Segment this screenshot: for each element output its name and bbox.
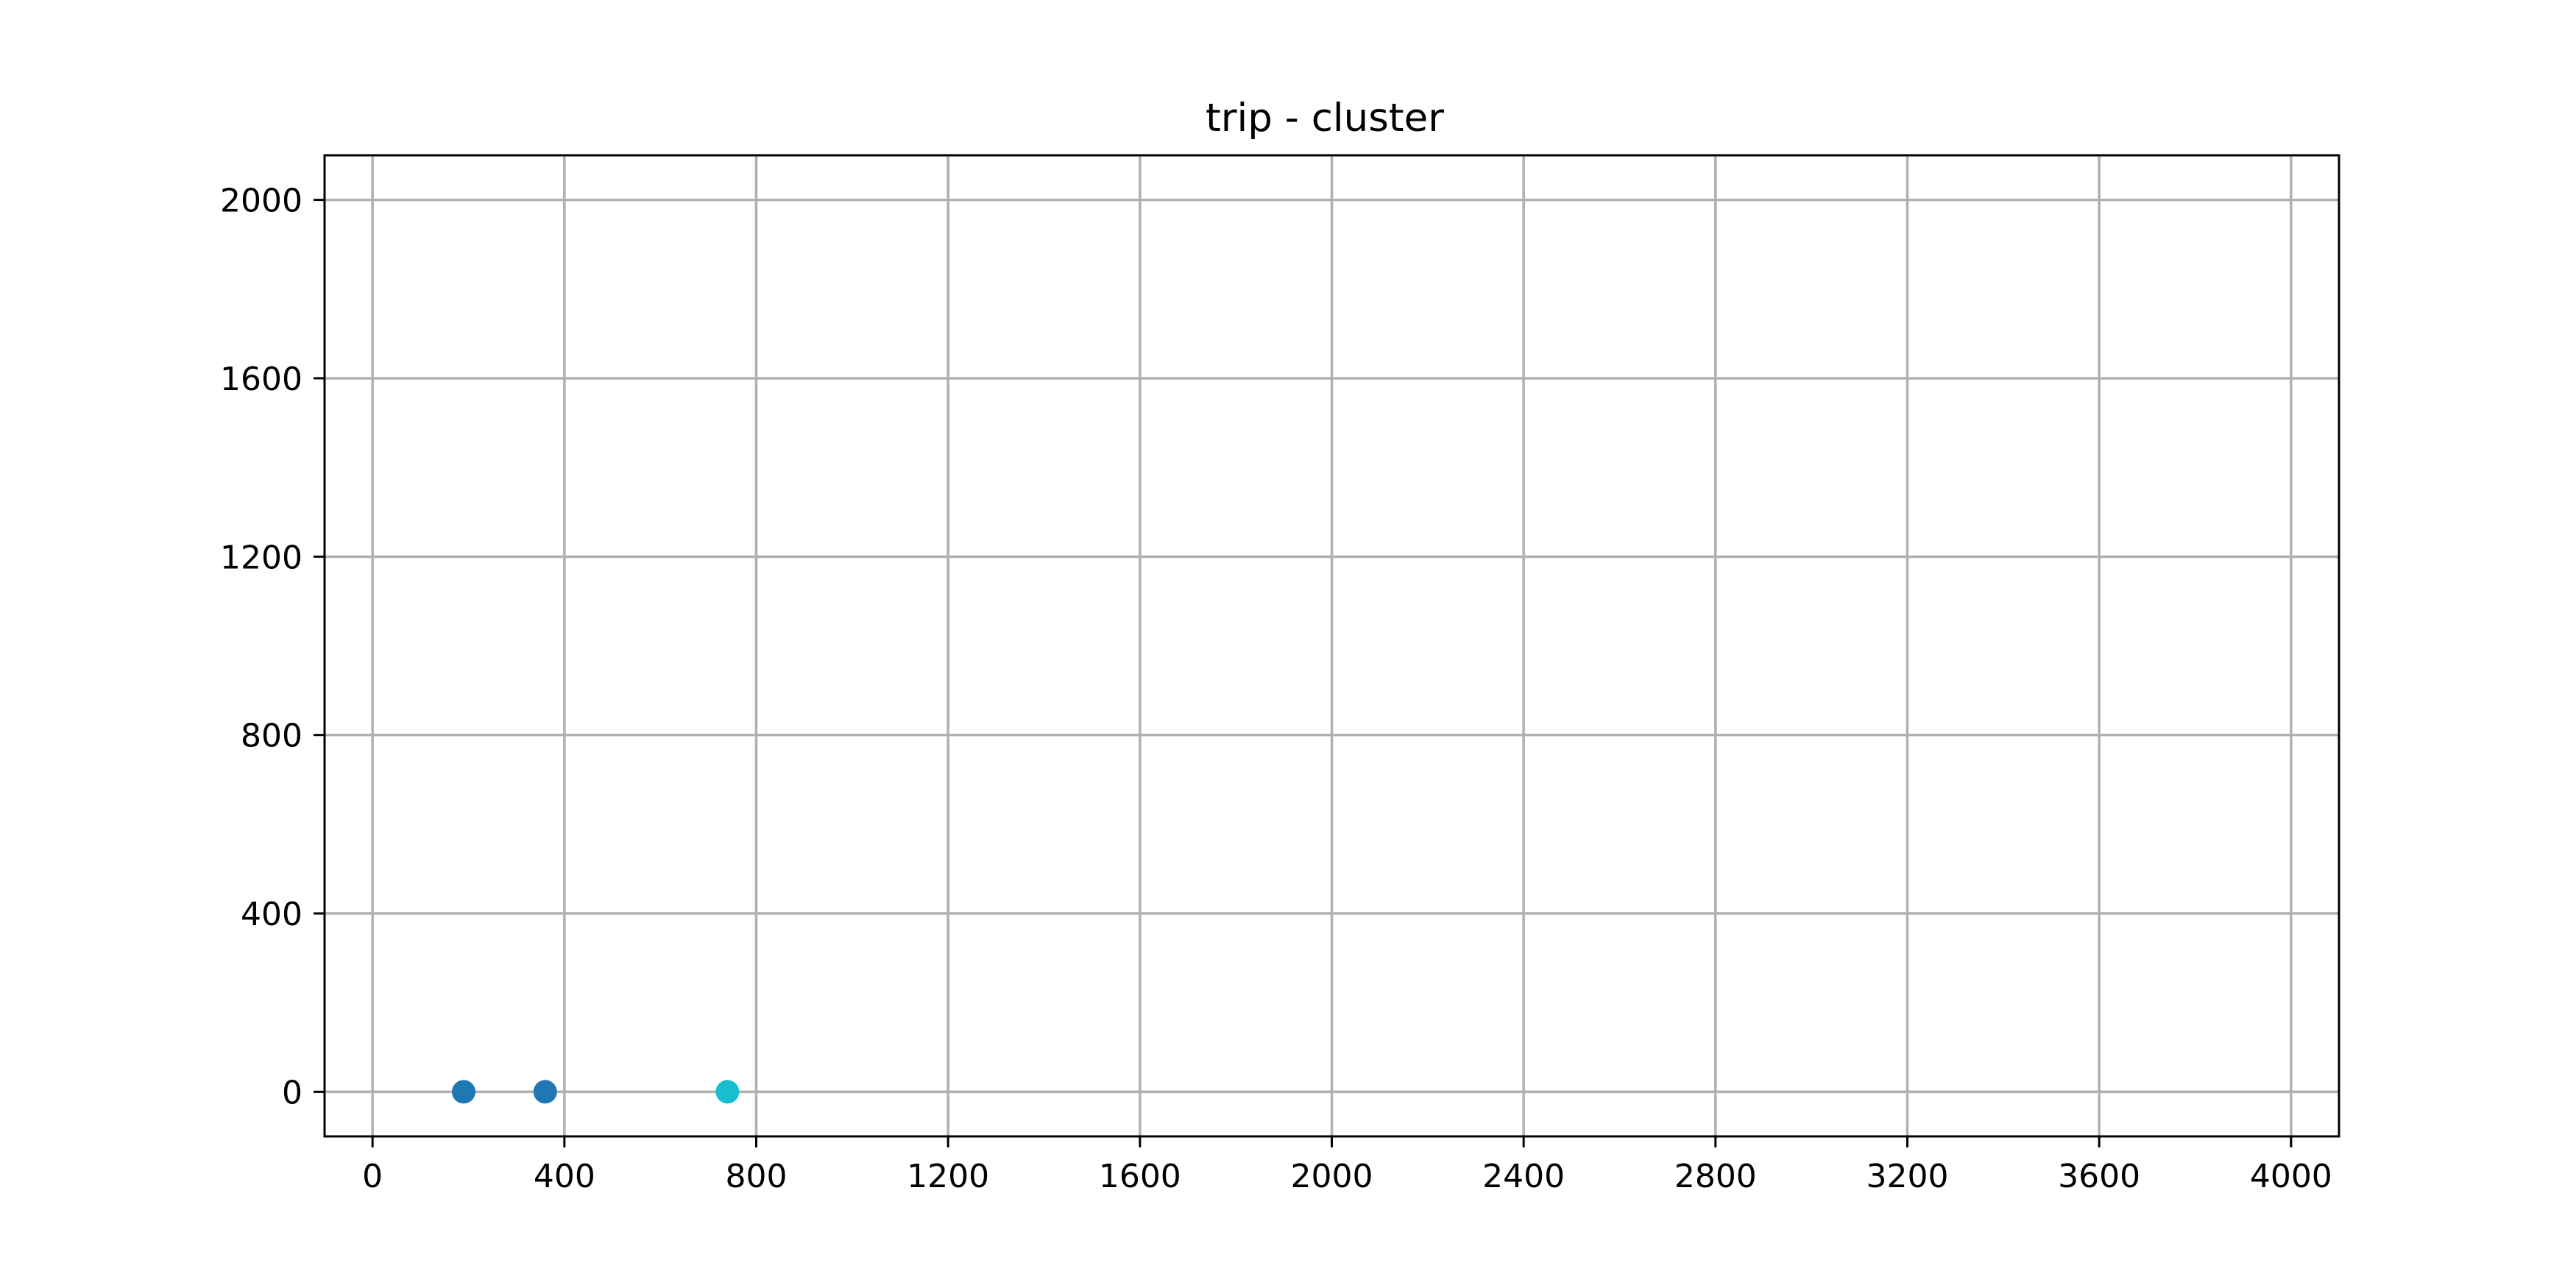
x-tick-label: 1200 [907, 1158, 989, 1195]
x-tick-label: 2400 [1482, 1158, 1565, 1195]
y-tick-label: 2000 [220, 183, 302, 220]
y-tick-label: 800 [241, 718, 302, 755]
x-tick-label: 400 [534, 1158, 595, 1195]
scatter-point [451, 1080, 475, 1104]
scatter-point [715, 1080, 740, 1104]
chart-title: trip - cluster [1206, 96, 1444, 141]
x-tick-label: 1600 [1099, 1158, 1181, 1195]
x-tick-label: 0 [362, 1158, 383, 1195]
scatter-point [533, 1080, 557, 1104]
x-tick-label: 4000 [2250, 1158, 2332, 1195]
grid-layer [325, 155, 2339, 1136]
x-tick-label: 800 [726, 1158, 788, 1195]
x-tick-label: 2000 [1291, 1158, 1373, 1195]
y-tick-label: 400 [241, 896, 302, 933]
x-tick-label: 2800 [1674, 1158, 1757, 1195]
y-tick-label: 0 [282, 1074, 302, 1111]
x-tick-label: 3600 [2058, 1158, 2140, 1195]
points-layer [451, 1080, 740, 1104]
x-tick-label: 3200 [1866, 1158, 1949, 1195]
ticks-layer: 0 400 800 1200 1600 2000 2400 2800 3200 3600 4000 0… [220, 183, 2332, 1195]
y-tick-label: 1200 [220, 539, 302, 576]
y-tick-label: 1600 [220, 361, 302, 398]
